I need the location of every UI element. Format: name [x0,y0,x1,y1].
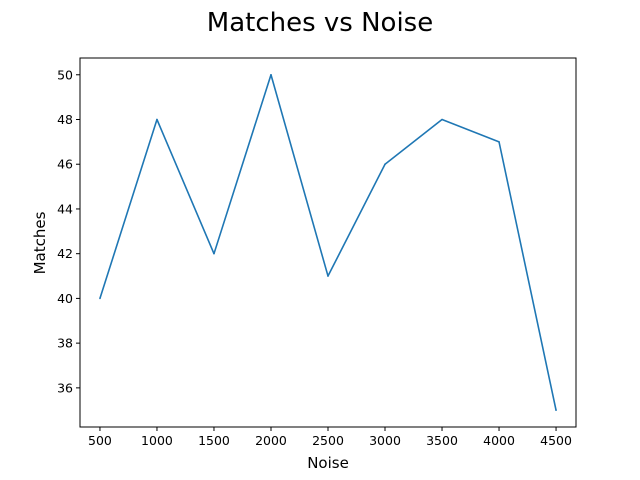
y-tick-label: 42 [57,246,73,261]
y-tick-label: 40 [57,291,73,306]
x-tick-label: 1000 [141,433,173,448]
data-point [498,141,500,143]
x-axis: 500 1000 1500 2000 2500 3000 3500 4000 4500 [88,427,572,448]
x-tick-label: 3000 [369,433,401,448]
data-point [441,118,443,121]
data-point [99,297,101,300]
data-point [555,409,557,412]
data-point [327,275,329,277]
plot-frame [79,57,577,428]
y-tick-label: 46 [57,157,73,172]
data-point [156,118,158,121]
x-tick-label: 4500 [540,433,572,448]
y-tick-label: 50 [57,67,73,82]
y-axis-label: Matches [31,211,49,274]
series-line [99,73,557,411]
x-tick-label: 2500 [312,433,344,448]
x-tick-label: 500 [88,433,112,448]
y-axis: 36 38 40 42 44 46 48 50 [57,67,80,395]
data-point [213,252,215,255]
y-tick-label: 44 [57,201,73,216]
chart-title: Matches vs Noise [207,8,433,38]
x-tick-label: 1500 [198,433,230,448]
data-point [270,73,272,76]
x-tick-label: 3500 [426,433,458,448]
y-tick-label: 36 [57,380,73,395]
y-tick-label: 38 [57,336,73,351]
x-tick-label: 2000 [255,433,287,448]
data-point [384,163,386,166]
x-tick-label: 4000 [483,433,515,448]
series-layer [99,73,557,412]
y-tick-label: 48 [57,112,73,127]
x-axis-label: Noise [307,454,349,472]
